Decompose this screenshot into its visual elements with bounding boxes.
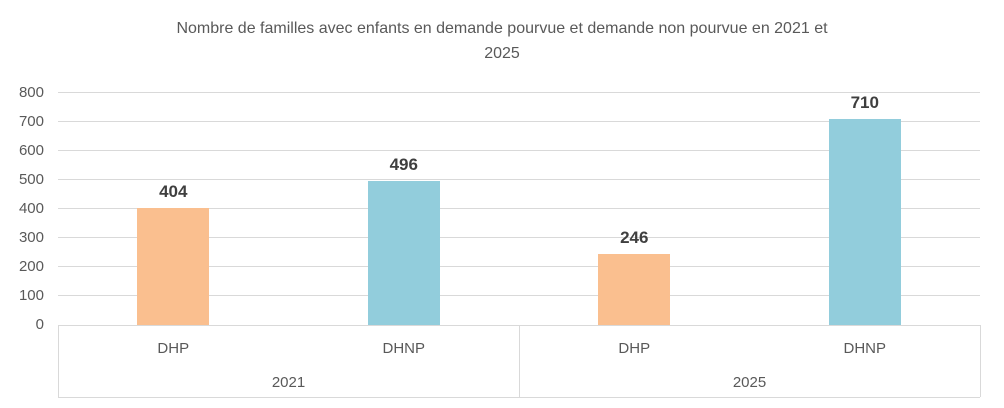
bar-2021-DHNP xyxy=(367,180,440,325)
y-axis-tick-label: 300 xyxy=(18,228,44,246)
y-gridline xyxy=(58,92,980,93)
y-axis-tick-label: 200 xyxy=(18,257,44,275)
x-axis-category-label: DHP xyxy=(618,340,651,357)
y-axis-tick-label: 100 xyxy=(18,286,44,304)
x-axis-category-label: DHNP xyxy=(382,340,426,357)
y-axis-tick-label: 700 xyxy=(18,112,44,130)
data-label-2025-DHP: 246 xyxy=(620,227,649,247)
y-gridline xyxy=(58,179,980,181)
y-axis-tick-label: 400 xyxy=(18,199,44,217)
bar-2025-DHP xyxy=(598,253,671,325)
y-gridline xyxy=(58,208,980,210)
x-axis-category-label: DHNP xyxy=(843,340,887,357)
axis-group-separator xyxy=(518,325,520,397)
axis-group-separator xyxy=(57,325,59,397)
chart-title-line1: Nombre de familles avec enfants en deman… xyxy=(176,20,828,37)
y-axis-tick-label: 0 xyxy=(35,316,44,333)
y-gridline xyxy=(58,237,980,239)
bar-2021-DHP xyxy=(137,207,210,325)
x-axis-category-label: DHP xyxy=(157,340,190,357)
y-gridline xyxy=(58,150,980,152)
x-axis-group-label: 2025 xyxy=(732,374,767,391)
y-gridline xyxy=(58,266,980,268)
chart-title-line2: 2025 xyxy=(484,45,520,62)
axis-right-border xyxy=(979,325,981,397)
y-axis-tick-label: 500 xyxy=(18,170,44,188)
y-gridline xyxy=(58,121,980,123)
data-label-2025-DHNP: 710 xyxy=(850,92,879,112)
data-label-2021-DHP: 404 xyxy=(159,181,188,201)
data-label-2021-DHNP: 496 xyxy=(389,154,418,174)
axis-bottom-border xyxy=(58,396,980,398)
x-axis-group-label: 2021 xyxy=(271,374,306,391)
chart-title: Nombre de familles avec enfants en deman… xyxy=(0,16,1004,66)
y-axis-tick-label: 600 xyxy=(18,141,44,159)
bar-2025-DHNP xyxy=(828,118,901,325)
y-gridline xyxy=(58,295,980,297)
y-axis-tick-label: 800 xyxy=(18,83,44,101)
